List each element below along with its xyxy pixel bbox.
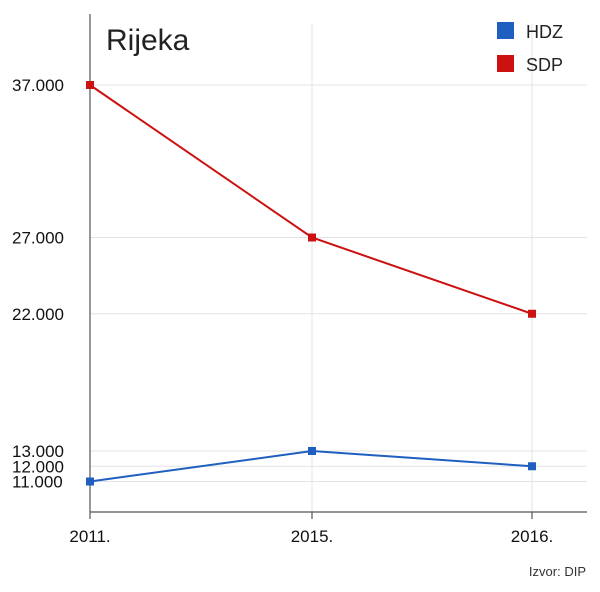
y-tick-label: 11.000 bbox=[12, 473, 63, 492]
data-point-hdz bbox=[308, 447, 316, 455]
data-point-hdz bbox=[528, 462, 536, 471]
data-point-sdp bbox=[528, 309, 536, 318]
chart-title: Rijeka bbox=[106, 24, 190, 57]
legend-label-hdz: HDZ bbox=[526, 22, 563, 42]
y-tick-label: 13.000 bbox=[12, 442, 64, 461]
y-tick-label: 27.000 bbox=[12, 229, 64, 248]
series bbox=[86, 81, 536, 486]
x-tick-label: 2011. bbox=[69, 527, 110, 546]
legend-swatch-sdp bbox=[497, 55, 514, 72]
y-tick-label: 12.000 bbox=[12, 457, 64, 476]
y-tick-label: 37.000 bbox=[12, 76, 64, 95]
y-tick-label: 22.000 bbox=[12, 305, 64, 324]
data-point-sdp bbox=[86, 81, 94, 89]
legend: HDZ SDP bbox=[497, 22, 563, 75]
x-tick-label: 2015. bbox=[291, 527, 334, 546]
data-point-sdp bbox=[308, 233, 316, 242]
axes bbox=[89, 14, 587, 519]
x-tick-label: 2016. bbox=[511, 527, 554, 546]
data-point-hdz bbox=[86, 477, 94, 486]
legend-label-sdp: SDP bbox=[526, 55, 563, 75]
gridlines bbox=[90, 24, 587, 512]
series-line-sdp bbox=[89, 84, 533, 315]
legend-swatch-hdz bbox=[497, 22, 514, 39]
source-note: Izvor: DIP bbox=[529, 564, 586, 579]
